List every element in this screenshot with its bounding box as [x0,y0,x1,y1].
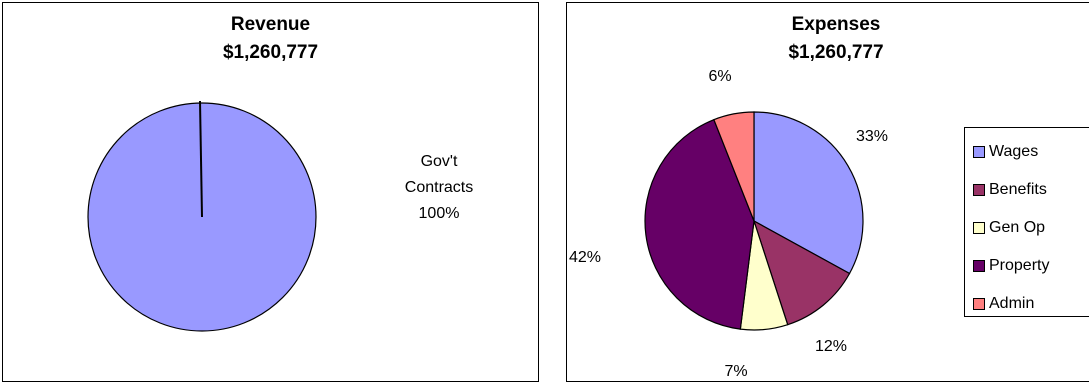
slice-label-govt-contracts-line-2: Contracts [405,179,473,196]
pie-slice-benefits [752,219,851,326]
expenses-pie-chart: 33% 12% 7% 42% 6% [569,68,888,380]
legend-label-admin: Admin [989,295,1035,312]
pie-slice-edge [199,100,203,218]
slice-label-property: 42% [569,249,601,266]
revenue-chart-title: Revenue [230,14,311,35]
pie-slice-admin [713,111,755,222]
expenses-chart-panel: Expenses $1,260,777 33% 12% 7% 42% 6% Wages B… [566,2,1089,382]
legend-item-gen-op: Gen Op [973,218,1045,238]
legend-label-wages: Wages [989,143,1039,160]
legend-item-benefits: Benefits [973,180,1047,200]
slice-label-benefits: 12% [815,338,847,355]
legend-swatch-gen-op [973,222,985,234]
legend-swatch-wages [973,146,985,158]
legend-label-property: Property [989,257,1050,274]
slice-label-govt-contracts-line-3: 100% [419,205,460,222]
pie-slice-wages [753,111,864,275]
legend-label-benefits: Benefits [989,181,1047,198]
expenses-legend: Wages Benefits Gen Op Property Admin [964,127,1089,317]
legend-swatch-property [973,260,985,272]
expenses-chart-title: Expenses [791,14,881,35]
revenue-pie-chart: Gov't Contracts 100% [87,100,473,332]
legend-label-gen-op: Gen Op [989,219,1046,236]
legend-item-property: Property [973,256,1049,276]
slice-label-govt-contracts-line-1: Gov't [421,153,458,170]
revenue-chart-subtitle: $1,260,777 [222,42,319,63]
legend-item-wages: Wages [973,142,1038,162]
pie-slice-property [644,118,755,330]
slice-label-gen-op: 7% [724,363,747,380]
slice-label-admin: 6% [708,68,731,85]
revenue-chart-panel: Revenue $1,260,777 Gov't Contracts 100% [2,2,539,382]
expenses-chart-subtitle: $1,260,777 [788,42,884,63]
legend-item-admin: Admin [973,294,1034,314]
legend-swatch-admin [973,298,985,310]
slice-label-wages: 33% [856,128,888,145]
legend-swatch-benefits [973,184,985,196]
